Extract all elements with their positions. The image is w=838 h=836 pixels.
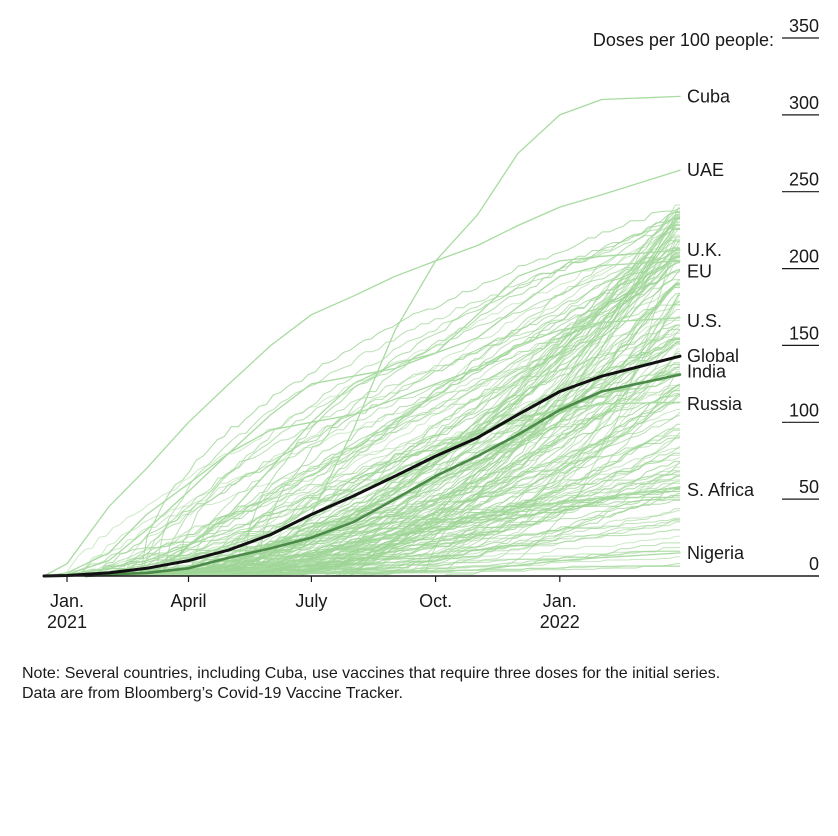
y-tick-label: 50 — [799, 477, 819, 497]
series-line-global — [42, 354, 682, 578]
end-label-nigeria: Nigeria — [687, 543, 745, 563]
country-line — [116, 261, 680, 577]
country-line — [325, 210, 680, 575]
country-line — [329, 462, 680, 577]
country-line — [250, 221, 680, 575]
country-line — [424, 371, 680, 574]
country-line — [156, 304, 680, 577]
country-line — [155, 215, 680, 577]
series-line-russia — [43, 401, 681, 577]
country-line — [383, 295, 680, 577]
x-tick-label: Jan. — [50, 591, 84, 611]
country-line — [217, 412, 681, 577]
series-line-uae — [43, 169, 681, 577]
country-line — [248, 353, 680, 576]
x-tick-label: April — [170, 591, 206, 611]
country-line — [94, 234, 680, 575]
note-line-1: Note: Several countries, including Cuba,… — [22, 665, 721, 682]
country-line — [139, 208, 680, 574]
country-line — [176, 217, 680, 574]
country-line — [81, 339, 680, 574]
country-line — [154, 456, 681, 575]
country-line — [198, 240, 680, 574]
country-line — [249, 341, 680, 575]
country-line — [233, 211, 680, 577]
country-line — [154, 227, 680, 576]
series-line-india — [84, 373, 682, 578]
country-line — [69, 256, 680, 577]
country-line — [331, 224, 680, 577]
country-line — [63, 228, 680, 577]
end-label-uae: UAE — [687, 160, 724, 180]
end-label-eu: EU — [687, 262, 712, 282]
country-line — [257, 385, 680, 577]
country-line — [238, 446, 681, 577]
series-line-u-k — [43, 249, 681, 577]
x-tick-label: Oct. — [419, 591, 452, 611]
country-line — [256, 216, 680, 577]
country-line — [241, 487, 680, 577]
series-lines — [42, 95, 682, 578]
note-line-2: Data are from Bloomberg’s Covid-19 Vacci… — [22, 685, 403, 702]
country-line — [154, 394, 681, 577]
country-line — [192, 204, 680, 577]
country-line — [241, 214, 680, 575]
country-line — [64, 229, 680, 577]
y-tick-label: 200 — [789, 247, 819, 267]
chart-note: Note: Several countries, including Cuba,… — [22, 664, 822, 704]
end-label-cuba: Cuba — [687, 86, 731, 106]
series-line-nigeria — [145, 552, 681, 577]
country-line — [91, 247, 680, 576]
country-line — [120, 390, 680, 577]
x-tick-year-label: 2022 — [540, 612, 580, 632]
country-line — [134, 367, 680, 577]
y-axis: 0 50 100 150 200 250 300 350 — [782, 16, 819, 574]
country-line — [96, 375, 680, 577]
x-tick-year-label: 2021 — [47, 612, 87, 632]
series-line-u-s — [43, 317, 681, 577]
series-line-s-africa — [127, 486, 681, 577]
y-tick-label: 250 — [789, 170, 819, 190]
country-line — [232, 223, 680, 574]
series-line-eu — [43, 260, 681, 577]
y-tick-label: 100 — [789, 400, 819, 420]
x-tick-label: July — [295, 591, 327, 611]
end-label-u-k: U.K. — [687, 240, 722, 260]
y-axis-title: Doses per 100 people: — [593, 30, 774, 50]
end-label-global: Global — [687, 346, 739, 366]
country-line — [170, 284, 680, 577]
x-tick-label: Jan. — [543, 591, 577, 611]
end-label-russia: Russia — [687, 394, 743, 414]
country-line — [161, 268, 680, 574]
y-tick-label: 150 — [789, 323, 819, 343]
end-label-u-s: U.S. — [687, 311, 722, 331]
end-label-s-africa: S. Africa — [687, 480, 755, 500]
end-label-india: India — [687, 362, 727, 382]
country-line — [81, 480, 680, 577]
country-line — [188, 243, 680, 576]
y-tick-label: 300 — [789, 93, 819, 113]
country-line — [162, 248, 680, 576]
y-tick-label: 0 — [809, 554, 819, 574]
country-line — [288, 304, 680, 574]
country-line — [143, 249, 680, 577]
country-line — [109, 394, 680, 575]
y-tick-label: 350 — [789, 16, 819, 36]
country-line — [271, 348, 680, 576]
country-line — [324, 261, 680, 576]
